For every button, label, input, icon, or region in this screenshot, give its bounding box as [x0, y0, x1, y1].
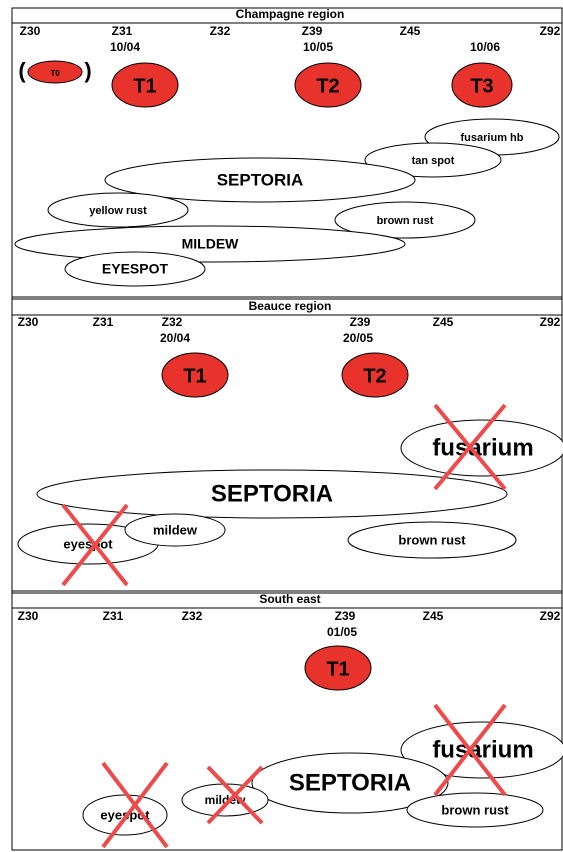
disease-label: MILDEW: [182, 236, 240, 252]
date-label: 10/06: [470, 40, 500, 54]
treatment-oval: [161, 352, 229, 398]
stage-label: Z39: [350, 315, 371, 329]
disease-label: fusarium hb: [461, 132, 524, 144]
stage-label: Z31: [93, 315, 114, 329]
disease-oval: [64, 251, 206, 287]
disease-label: brown rust: [377, 215, 434, 227]
panel-frame: [11, 7, 563, 298]
disease-label: mildew: [153, 522, 198, 537]
stage-label: Z32: [182, 609, 203, 623]
disease-oval: [400, 419, 563, 477]
stage-label: Z39: [335, 609, 356, 623]
cross-stroke: [433, 403, 507, 491]
disease-label: brown rust: [398, 532, 466, 547]
stage-label: Z92: [540, 24, 561, 38]
stage-label: Z31: [103, 609, 124, 623]
treatment-oval: [111, 62, 179, 108]
disease-oval: [334, 201, 476, 239]
cross-stroke: [61, 503, 129, 587]
stage-label: Z39: [302, 24, 323, 38]
treatment-label: T1: [133, 75, 156, 97]
disease-oval: [364, 142, 502, 178]
stage-label: Z45: [400, 24, 421, 38]
stage-label: Z45: [423, 609, 444, 623]
paren: (: [18, 58, 26, 83]
cross-stroke: [101, 761, 169, 849]
panel-title: South east: [259, 592, 320, 606]
disease-oval: [400, 721, 563, 779]
paren: ): [84, 58, 91, 83]
disease-label: SEPTORIA: [289, 769, 411, 796]
treatment-label: T1: [183, 365, 206, 387]
date-label: 20/05: [343, 331, 373, 345]
treatment-label: T2: [363, 365, 386, 387]
cross-stroke: [433, 703, 507, 797]
treatment-label: T0: [50, 69, 60, 78]
disease-oval: [104, 157, 416, 203]
disease-label: SEPTORIA: [217, 170, 304, 189]
stage-label: Z45: [433, 315, 454, 329]
stage-label: Z30: [20, 24, 41, 38]
disease-label: fusarium: [432, 434, 533, 461]
date-label: 10/05: [303, 40, 333, 54]
disease-oval: [36, 469, 508, 519]
disease-label: brown rust: [441, 802, 509, 817]
date-label: 01/05: [327, 625, 357, 639]
disease-label: fusarium: [432, 736, 533, 763]
disease-oval: [124, 513, 226, 547]
cross-stroke: [206, 765, 264, 825]
treatment-oval: [27, 60, 83, 84]
disease-oval: [251, 752, 449, 814]
stage-label: Z92: [540, 609, 561, 623]
disease-label: SEPTORIA: [211, 480, 333, 507]
disease-label: EYESPOT: [102, 261, 169, 277]
panel-frame: [11, 592, 563, 851]
date-label: 10/04: [110, 40, 140, 54]
date-label: 20/04: [160, 331, 190, 345]
stage-label: Z30: [18, 315, 39, 329]
treatment-oval: [294, 62, 362, 108]
disease-label: yellow rust: [89, 205, 147, 217]
panel-title: Beauce region: [249, 299, 332, 313]
disease-oval: [406, 792, 544, 828]
treatment-label: T1: [326, 658, 349, 680]
panel-title: Champagne region: [236, 7, 345, 21]
stage-label: Z31: [112, 24, 133, 38]
disease-oval: [47, 192, 189, 228]
treatment-label: T2: [316, 75, 339, 97]
treatment-oval: [341, 352, 409, 398]
stage-label: Z32: [210, 24, 231, 38]
stage-label: Z92: [540, 315, 561, 329]
disease-oval: [347, 521, 517, 559]
treatment-oval: [304, 645, 372, 691]
treatment-label: T3: [470, 75, 493, 97]
stage-label: Z32: [162, 315, 183, 329]
treatment-oval: [451, 62, 513, 108]
disease-label: tan spot: [412, 155, 455, 167]
stage-label: Z30: [18, 609, 39, 623]
